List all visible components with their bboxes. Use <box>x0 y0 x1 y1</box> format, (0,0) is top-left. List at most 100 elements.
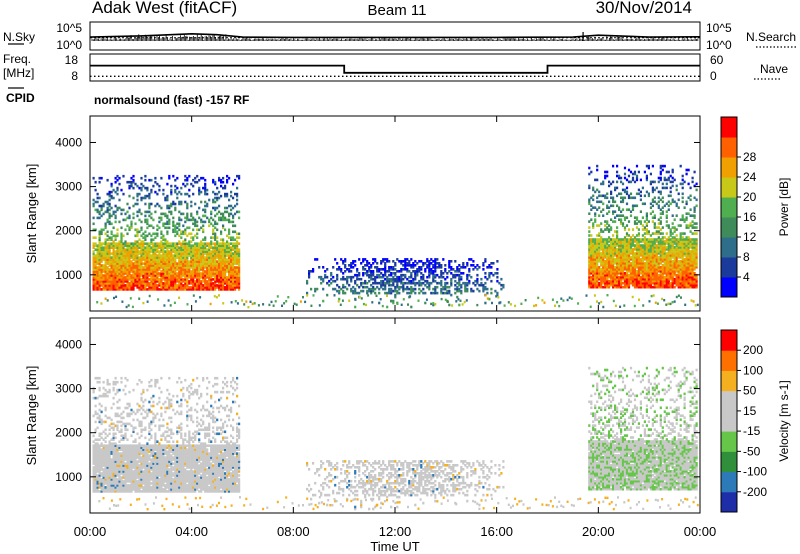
scatter-cell <box>216 268 219 271</box>
scatter-cell <box>625 242 629 245</box>
scatter-cell <box>596 208 599 211</box>
scatter-cell <box>214 274 217 277</box>
scatter-cell <box>681 218 684 221</box>
scatter-cell <box>669 234 672 237</box>
scatter-cell <box>350 270 353 273</box>
scatter-cell <box>174 244 177 247</box>
scatter-cell <box>687 242 690 245</box>
scatter-cell <box>596 240 599 243</box>
scatter-cell <box>368 273 371 277</box>
scatter-cell <box>590 268 593 271</box>
scatter-cell <box>616 240 619 243</box>
scatter-cell <box>671 252 674 255</box>
ground-cell <box>444 298 447 302</box>
scatter-cell <box>128 270 131 273</box>
scatter-cell <box>200 260 203 263</box>
scatter-cell <box>637 192 640 196</box>
scatter-cell <box>222 226 225 230</box>
scatter-cell <box>202 278 205 281</box>
scatter-cell <box>212 258 215 261</box>
scatter-cell <box>610 204 613 208</box>
scatter-cell <box>675 270 678 273</box>
scatter-cell <box>689 281 692 285</box>
scatter-cell <box>106 254 109 257</box>
scatter-cell <box>166 240 169 243</box>
scatter-cell <box>687 285 690 289</box>
scatter-cell <box>594 264 597 267</box>
scatter-cell <box>174 190 177 194</box>
scatter-cell <box>406 291 409 295</box>
scatter-cell <box>600 283 603 287</box>
scatter-cell <box>134 202 137 206</box>
scatter-cell <box>643 202 646 206</box>
scatter-cell <box>596 260 599 263</box>
scatter-cell <box>661 164 664 168</box>
scatter-cell <box>222 282 225 285</box>
scatter-cell <box>128 268 131 271</box>
scatter-cell <box>180 258 183 261</box>
scatter-cell <box>214 288 217 291</box>
scatter-cell <box>623 242 627 245</box>
scatter-cell <box>484 272 487 275</box>
scatter-cell <box>618 242 621 245</box>
scatter-cell <box>434 279 437 283</box>
scatter-cell <box>398 260 401 263</box>
scatter-cell <box>190 212 193 216</box>
scatter-cell <box>164 280 167 283</box>
scatter-cell <box>671 214 674 217</box>
scatter-cell <box>665 240 668 243</box>
scatter-cell <box>673 254 676 257</box>
scatter-cell <box>612 283 615 287</box>
scatter-cell <box>384 281 387 285</box>
scatter-cell <box>647 244 650 247</box>
scatter-cell <box>188 254 191 257</box>
scatter-cell <box>610 281 613 285</box>
scatter-cell <box>659 250 662 253</box>
scatter-cell <box>428 283 431 287</box>
scatter-cell <box>220 194 223 198</box>
scatter-cell <box>344 285 347 289</box>
scatter-cell <box>152 252 155 255</box>
scatter-cell <box>623 260 627 263</box>
scatter-cell <box>689 266 692 269</box>
scatter-cell <box>390 279 393 283</box>
scatter-cell <box>176 230 179 234</box>
scatter-cell <box>142 184 145 188</box>
scatter-cell <box>594 260 597 263</box>
scatter-cell <box>96 274 99 277</box>
scatter-cell <box>144 282 147 285</box>
ground-cell <box>243 303 246 306</box>
scatter-cell <box>120 254 123 257</box>
scatter-cell <box>98 180 101 184</box>
scatter-cell <box>633 220 637 223</box>
scatter-cell <box>669 180 672 184</box>
scatter-cell <box>663 242 666 245</box>
scatter-cell <box>478 283 481 287</box>
scatter-cell <box>484 287 487 291</box>
scatter-cell <box>659 222 662 225</box>
scatter-cell <box>598 200 601 204</box>
scatter-cell <box>212 272 215 275</box>
scatter-cell <box>166 274 169 277</box>
scatter-cell <box>134 240 137 243</box>
scatter-cell <box>629 281 633 285</box>
scatter-cell <box>621 281 625 285</box>
scatter-cell <box>140 220 143 224</box>
scatter-cell <box>138 270 141 273</box>
scatter-cell <box>136 250 139 253</box>
scatter-cell <box>210 286 213 289</box>
scatter-cell <box>104 272 107 275</box>
scatter-cell <box>98 280 101 283</box>
scatter-cell <box>92 274 95 277</box>
scatter-cell <box>677 268 680 271</box>
scatter-cell <box>224 276 227 279</box>
scatter-cell <box>627 260 631 263</box>
scatter-cell <box>596 283 599 287</box>
scatter-cell <box>647 246 650 249</box>
scatter-cell <box>616 285 619 289</box>
scatter-cell <box>602 252 605 255</box>
scatter-cell <box>114 288 117 291</box>
scatter-cell <box>623 166 627 170</box>
scatter-cell <box>436 273 439 277</box>
scatter-cell <box>174 246 177 249</box>
